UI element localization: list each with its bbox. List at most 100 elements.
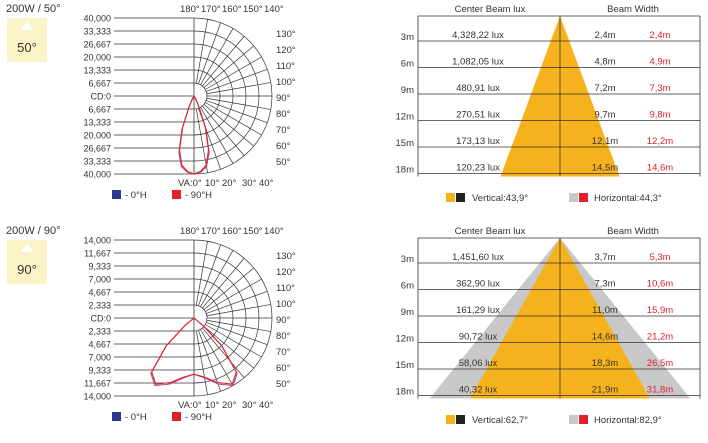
polar-axis-label: VA:0°	[178, 400, 202, 411]
row-distance: 15m	[396, 360, 415, 371]
row-horizontal-width: 9,8m	[649, 110, 670, 121]
polar-tick-label: CD:0	[90, 92, 111, 102]
legend-swatch	[172, 412, 181, 421]
polar-radial	[202, 258, 245, 309]
polar-radial	[203, 267, 254, 310]
polar-axis-label: 20°	[222, 178, 237, 189]
polar-angle-label: 150°	[243, 4, 263, 15]
polar-radial	[202, 327, 245, 378]
polar-angle-label: 80°	[276, 109, 291, 120]
row-distance: 15m	[396, 138, 415, 149]
polar-angle-label: 120°	[276, 267, 296, 278]
row-horizontal-width: 2,4m	[649, 30, 670, 41]
model-title: 200W / 90°	[6, 225, 61, 237]
beam-icon	[21, 243, 33, 252]
legend-horizontal-swatch-red	[579, 415, 588, 424]
polar-radial	[206, 82, 271, 95]
polar-radial	[203, 326, 254, 369]
intensity-curve-c90	[151, 317, 237, 385]
polar-tick-label: 26,667	[83, 144, 111, 154]
polar-angle-label: 130°	[276, 29, 296, 40]
polar-tick-label: 9,333	[88, 366, 111, 376]
polar-angle-label: 160°	[222, 4, 242, 15]
row-horizontal-width: 21,2m	[647, 332, 673, 343]
panel-1: 200W / 90° 90° 14,000 11,667 9,333 7,000 4,667…	[6, 225, 701, 426]
row-distance: 6m	[401, 59, 414, 70]
polar-angle-label: 150°	[243, 226, 263, 237]
row-center-lux: 270,51 lux	[456, 110, 500, 121]
polar-axis-label: 10°	[205, 178, 220, 189]
legend-vertical-swatch-dark	[456, 415, 465, 424]
polar-angle-label: 170°	[201, 226, 221, 237]
header-beam-width: Beam Width	[607, 4, 659, 15]
legend-swatch	[112, 412, 121, 421]
polar-radial	[205, 56, 262, 90]
polar-angle-label: 110°	[276, 283, 295, 294]
legend-vertical-label: Vertical:62,7°	[472, 415, 528, 426]
polar-tick-label: 40,000	[83, 14, 111, 24]
polar-radial	[200, 28, 234, 85]
polar-axis-label: 30°	[242, 400, 257, 411]
polar-tick-label: 7,000	[88, 353, 111, 363]
row-distance: 9m	[401, 85, 414, 96]
row-vertical-width: 14,6m	[592, 332, 618, 343]
polar-tick-label: 13,333	[83, 118, 111, 128]
header-center-lux: Center Beam lux	[455, 4, 526, 15]
row-vertical-width: 11,0m	[592, 305, 618, 316]
polar-axis-label: 40°	[259, 178, 274, 189]
polar-axis-label: 10°	[205, 400, 220, 411]
polar-radial	[198, 244, 222, 306]
polar-radial	[195, 19, 208, 84]
row-vertical-width: 12,1m	[592, 136, 618, 147]
legend-horizontal-swatch	[569, 193, 578, 202]
row-vertical-width: 21,9m	[592, 385, 618, 396]
polar-radial	[206, 319, 271, 332]
intensity-curve-c90	[178, 95, 210, 175]
row-center-lux: 161,29 lux	[456, 305, 500, 316]
row-vertical-width: 7,3m	[594, 279, 615, 290]
row-distance: 12m	[396, 334, 415, 345]
polar-tick-label: 26,667	[83, 40, 111, 50]
row-horizontal-width: 7,3m	[649, 83, 670, 94]
polar-tick-label: 40,000	[83, 170, 111, 180]
row-distance: 6m	[401, 281, 414, 292]
polar-angle-label: 110°	[276, 61, 295, 72]
polar-angle-label: 100°	[276, 299, 296, 310]
polar-radial	[206, 100, 268, 124]
polar-radial	[202, 36, 245, 87]
legend-horizontal-swatch-red	[579, 193, 588, 202]
polar-tick-label: 2,333	[88, 327, 111, 337]
row-distance: 3m	[401, 254, 414, 265]
polar-angle-label: 80°	[276, 331, 291, 342]
row-vertical-width: 3,7m	[594, 252, 615, 263]
polar-tick-label: 20,000	[83, 131, 111, 141]
polar-tick-label: 6,667	[88, 105, 111, 115]
polar-angle-label: 70°	[276, 125, 291, 136]
polar-radial	[203, 45, 254, 88]
row-center-lux: 4,328,22 lux	[452, 30, 504, 41]
beam-icon	[21, 21, 33, 30]
row-vertical-width: 9,7m	[594, 110, 615, 121]
legend-horizontal-label: Horizontal:44,3°	[594, 193, 662, 204]
polar-tick-label: 13,333	[83, 66, 111, 76]
polar-angle-label: 180°	[180, 4, 200, 15]
legend-swatch	[112, 190, 121, 199]
polar-radial	[195, 330, 208, 395]
row-distance: 3m	[401, 32, 414, 43]
row-center-lux: 40,32 lux	[459, 385, 498, 396]
polar-radial	[206, 97, 271, 110]
polar-angle-label: 140°	[264, 4, 284, 15]
legend-label: - 90°H	[185, 190, 212, 201]
row-horizontal-width: 10,6m	[647, 279, 673, 290]
polar-angle-label: 100°	[276, 77, 296, 88]
polar-angle-label: 70°	[276, 347, 291, 358]
badge-angle: 50°	[17, 40, 37, 55]
row-center-lux: 362,90 lux	[456, 279, 500, 290]
badge-angle: 90°	[17, 262, 37, 277]
polar-axis-label: 20°	[222, 400, 237, 411]
row-center-lux: 120,23 lux	[456, 163, 500, 174]
polar-radial	[198, 22, 222, 84]
polar-tick-label: 6,667	[88, 79, 111, 89]
